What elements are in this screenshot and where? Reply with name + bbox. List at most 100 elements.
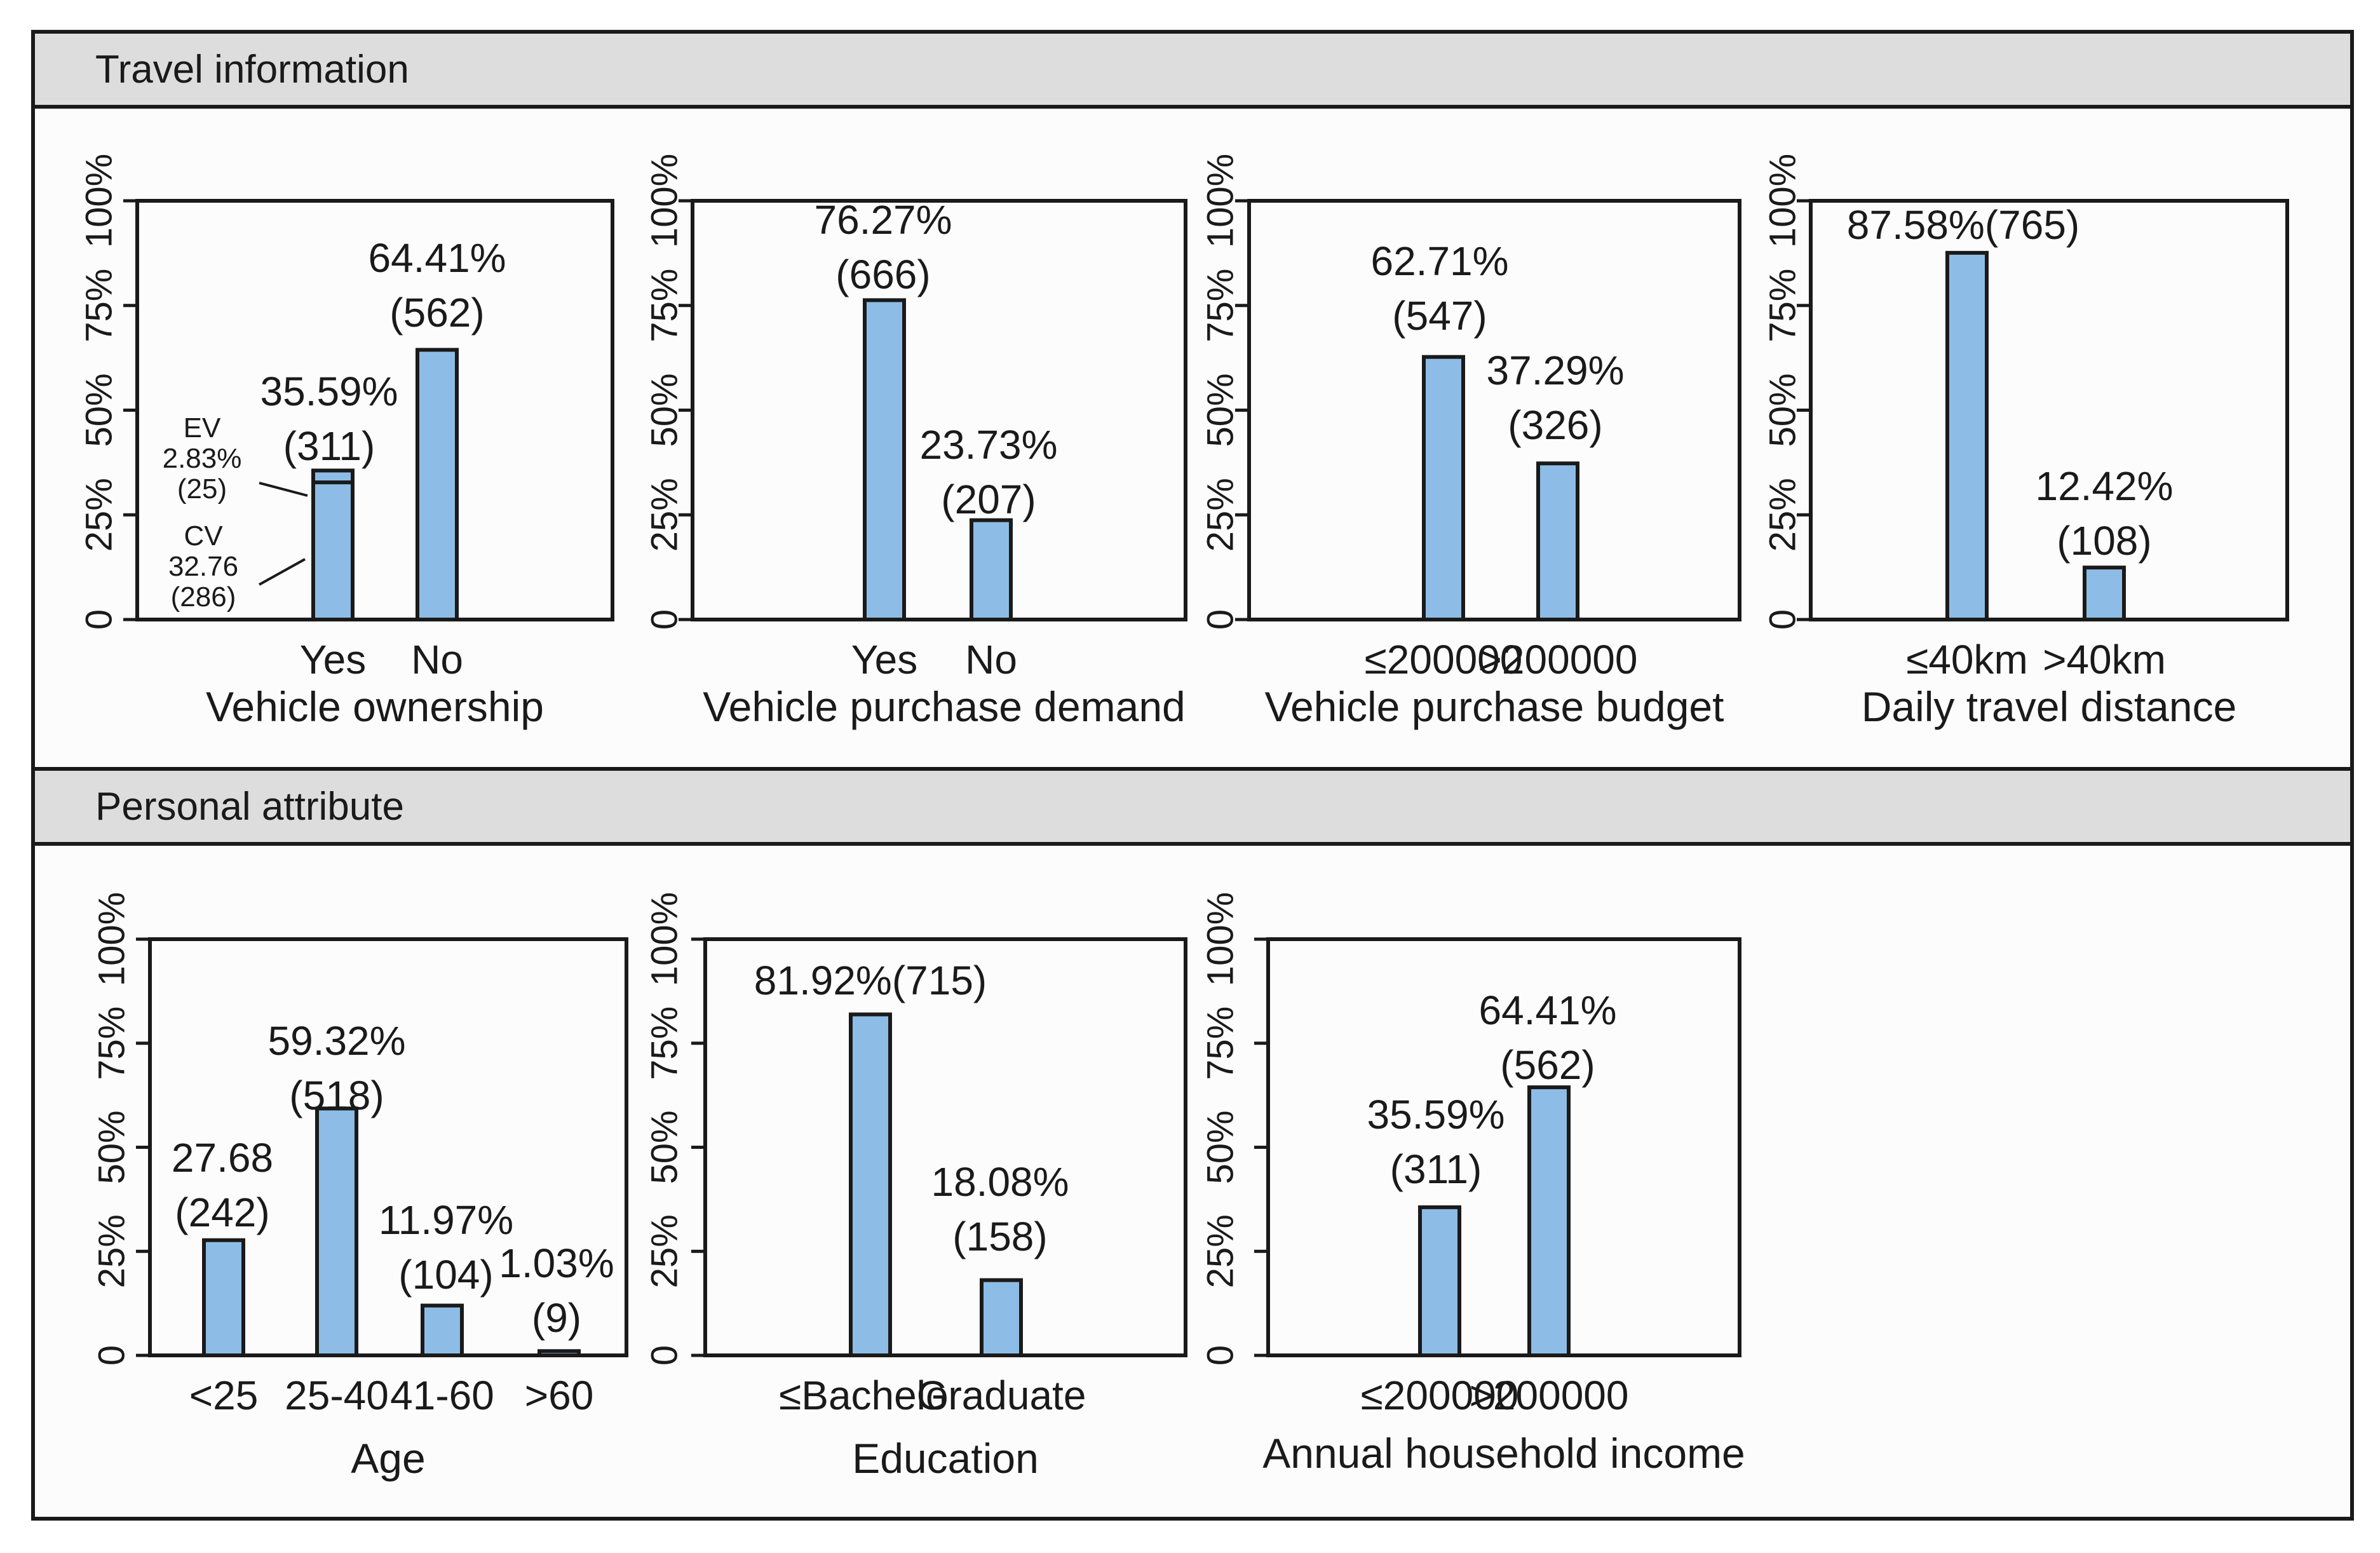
y-tick-label: 25% — [1200, 1214, 1241, 1288]
y-tick-label: 100% — [1200, 892, 1241, 986]
chart-panel: 0 25% 50% 75% 100% 35.59% (311) 64.41% (562) Yes N… — [78, 154, 614, 730]
data-label: (207) — [941, 477, 1036, 522]
y-tick-label: 0 — [644, 1345, 685, 1366]
y-tick-label: 75% — [1200, 1007, 1241, 1080]
y-tick-label: 100% — [644, 154, 685, 248]
data-label: 35.59% — [260, 369, 398, 414]
x-tick-label: >40km — [2043, 637, 2166, 682]
bar — [2083, 566, 2126, 622]
y-tick-label: 50% — [91, 1110, 132, 1184]
chart-panel: 0 25% 50% 75% 100% 27.68 (242) 59.32% (518) 11.97… — [91, 892, 628, 1482]
data-label: (311) — [283, 423, 375, 469]
plot-frame — [691, 199, 1187, 621]
data-label: (9) — [532, 1295, 581, 1341]
chart-panel: 0 25% 50% 75% 100% 62.71% (547) 37.29% (326) ≤200… — [1200, 154, 1741, 730]
section-title: Personal attribute — [95, 785, 404, 829]
y-tick-label: 75% — [1762, 269, 1803, 342]
section-frame — [31, 767, 2354, 1521]
y-tick-label: 0 — [1200, 609, 1241, 630]
y-tick-label: 100% — [644, 892, 685, 986]
data-label: 81.92%(715) — [754, 958, 987, 1003]
bar — [416, 348, 459, 621]
x-tick-label: >60 — [525, 1373, 594, 1418]
data-label: 11.97% — [379, 1197, 513, 1243]
bar — [421, 1303, 464, 1357]
bar — [1536, 461, 1579, 622]
data-label: 27.68 — [172, 1135, 273, 1181]
bar — [311, 468, 355, 622]
y-tick-label: 75% — [1200, 269, 1241, 342]
y-tick-label: 75% — [644, 269, 685, 342]
data-label: (242) — [175, 1190, 269, 1235]
y-tick-label: 25% — [78, 478, 119, 552]
data-label: (547) — [1392, 293, 1487, 339]
y-tick-label: 0 — [644, 609, 685, 630]
y-tick-label: 0 — [1762, 609, 1803, 630]
y-tick-label: 25% — [644, 1214, 685, 1288]
x-tick-label: 25-40 — [285, 1373, 389, 1418]
x-axis-title: Vehicle purchase budget — [1265, 683, 1724, 730]
annotation-leader-line — [259, 482, 308, 497]
data-label: 87.58%(765) — [1847, 202, 2079, 248]
plot-frame — [703, 937, 1187, 1357]
y-tick-label: 50% — [644, 1110, 685, 1184]
data-label: 35.59% — [1367, 1092, 1504, 1137]
y-tick-label: 75% — [644, 1007, 685, 1080]
x-axis-title: Vehicle ownership — [206, 683, 544, 730]
data-label: (562) — [1500, 1042, 1595, 1088]
y-tick-label: 100% — [78, 154, 119, 248]
data-label: (326) — [1508, 402, 1602, 448]
data-label: (518) — [289, 1073, 384, 1118]
data-label: (562) — [389, 290, 484, 336]
chart-panel: 0 25% 50% 75% 100% 35.59% (311) 64.41% (562) ≤200… — [1200, 892, 1745, 1477]
data-label: 59.32% — [267, 1018, 405, 1064]
data-label: (104) — [398, 1252, 493, 1298]
section-personal-attribute: Personal attribute — [31, 767, 2354, 1521]
annotation-label: (25) — [177, 473, 227, 505]
plot-frame — [148, 937, 628, 1357]
data-label: 64.41% — [368, 235, 506, 281]
bar — [863, 298, 906, 621]
x-axis-title: Vehicle purchase demand — [703, 683, 1186, 730]
bar — [1418, 1205, 1461, 1357]
data-label: 1.03% — [499, 1240, 614, 1286]
plot-frame — [1247, 199, 1741, 621]
bar — [1527, 1085, 1571, 1357]
annotation-label: 32.76 — [168, 551, 238, 582]
x-axis-title: Daily travel distance — [1862, 683, 2237, 730]
bar — [202, 1238, 245, 1358]
annotation-label: (286) — [171, 581, 236, 613]
plot-frame — [135, 199, 614, 621]
x-tick-label: ≤200000 — [1361, 1373, 1519, 1418]
x-tick-label: No — [965, 637, 1017, 682]
annotation-label: CV — [184, 520, 223, 552]
bar — [1422, 355, 1465, 621]
chart-panel: 0 25% 50% 75% 100% 76.27% (666) 23.73% (207) Yes N… — [644, 154, 1187, 730]
data-label: 64.41% — [1478, 987, 1616, 1033]
bar — [315, 1106, 358, 1357]
data-label: 18.08% — [931, 1159, 1069, 1205]
y-tick-label: 50% — [1762, 373, 1803, 447]
plot-frame — [1809, 199, 2289, 621]
section-title: Travel information — [95, 48, 409, 92]
x-tick-label: <25 — [189, 1373, 259, 1418]
plot-frame — [1266, 937, 1741, 1357]
data-label: (158) — [952, 1214, 1047, 1259]
x-tick-label: Yes — [851, 637, 917, 682]
annotation-leader-line — [259, 558, 306, 586]
x-tick-label: 41-60 — [390, 1373, 494, 1418]
data-label: 76.27% — [814, 197, 952, 243]
section-header — [31, 30, 2354, 109]
data-label: (108) — [2057, 518, 2151, 564]
data-label: 12.42% — [2035, 463, 2173, 509]
y-tick-label: 0 — [78, 609, 119, 630]
x-tick-label: ≤Bachelor — [779, 1373, 962, 1418]
y-tick-label: 50% — [78, 373, 119, 447]
data-label: 23.73% — [919, 422, 1057, 468]
annotation-label: 2.83% — [163, 443, 242, 474]
y-tick-label: 75% — [78, 269, 119, 342]
chart-panels: 0 25% 50% 75% 100% 35.59% (311) 64.41% (562) Yes N… — [78, 154, 2289, 1482]
x-tick-label: No — [411, 637, 463, 682]
chart-panel: 0 25% 50% 75% 100% 81.92%(715) 18.08% (158) ≤Bac… — [644, 892, 1187, 1482]
